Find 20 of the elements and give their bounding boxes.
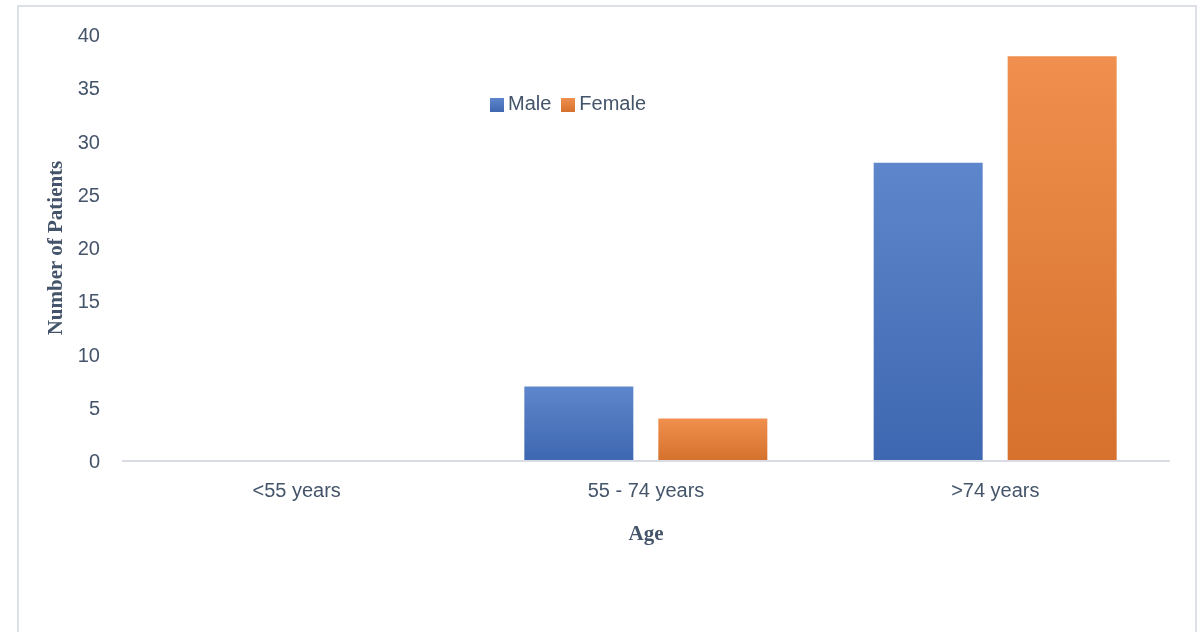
bar: [873, 162, 983, 461]
y-tick-label: 0: [88, 450, 100, 473]
bar: [1007, 56, 1117, 461]
legend-label: Female: [579, 92, 647, 114]
y-tick-label: 30: [77, 130, 100, 153]
y-tick-label: 35: [77, 77, 100, 100]
y-axis-title: Number of Patients: [43, 160, 67, 336]
bar: [524, 386, 634, 461]
y-tick-label: 40: [77, 24, 100, 47]
x-tick-label: <55 years: [252, 479, 341, 502]
y-tick-label: 15: [77, 290, 100, 313]
x-tick-label: 55 - 74 years: [587, 479, 705, 502]
legend-label: Male: [508, 92, 552, 114]
bar: [658, 418, 768, 461]
x-axis-title: Age: [628, 521, 664, 545]
y-tick-label: 20: [77, 237, 100, 260]
y-tick-label: 25: [77, 183, 100, 206]
y-tick-label: 10: [77, 343, 100, 366]
y-tick-label: 5: [88, 396, 100, 419]
x-tick-label: >74 years: [951, 479, 1040, 502]
